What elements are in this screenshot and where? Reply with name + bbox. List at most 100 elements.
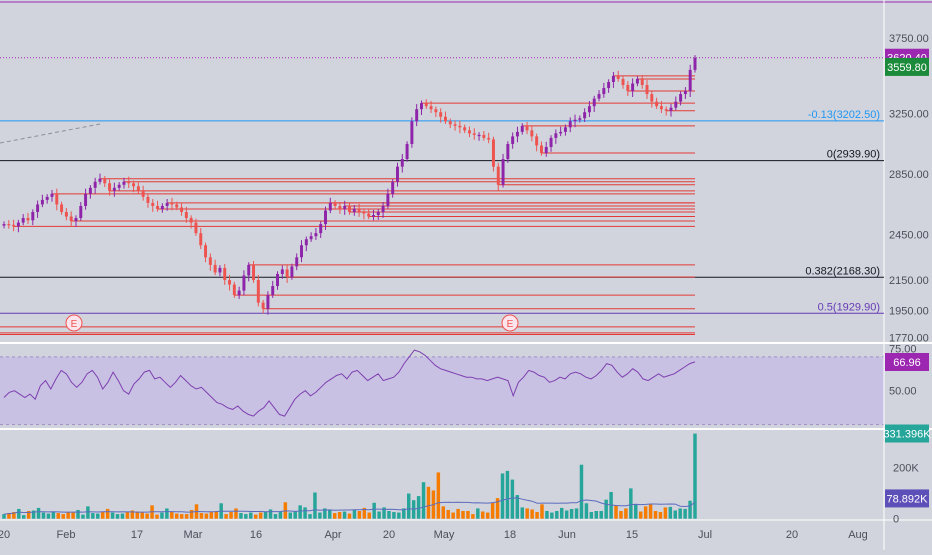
volume-bar [26,511,31,519]
candle-body [400,159,404,167]
candle-body [180,207,184,212]
candle-body [362,211,366,214]
candle-body [631,83,635,92]
candle-body [607,81,611,89]
volume-bar [165,508,169,519]
candle-body [434,109,438,113]
candle-body [448,121,452,125]
candle-body [693,57,697,70]
volume-bar [466,511,470,519]
volume-bar [560,507,564,519]
candle-body [357,208,361,212]
volume-bar [249,512,253,519]
volume-bar [668,506,673,519]
volume-bar [634,504,638,519]
volume-bar [71,512,75,519]
candle-body [333,202,337,206]
candle-body [84,193,88,206]
candle-body [525,125,529,131]
candle-body [204,245,208,258]
volume-bar [22,515,26,519]
volume-bar [624,508,628,519]
candle-body [237,290,241,296]
earnings-marker[interactable] [65,314,83,332]
volume-bar [268,509,273,519]
candle-body [611,75,615,82]
candle-body [69,216,73,222]
candle-body [98,178,102,182]
volume-bar [214,511,218,519]
volume-bar [184,514,189,519]
candle-body [472,133,476,135]
volume-bar [367,512,371,519]
volume-bar [160,512,164,519]
candle-body [146,196,150,203]
candle-body [573,119,577,122]
candle-body [381,205,385,212]
volume-bar [515,495,520,519]
volume-bar [318,512,322,519]
candle-body [520,125,524,132]
volume-bar [229,512,233,519]
volume-bar [594,511,599,519]
volume-bar [377,511,381,519]
volume-bar [86,506,90,519]
time-axis-tick-label: 15 [626,529,638,541]
time-axis-tick-label: Feb [57,529,76,541]
candle-body [156,205,160,209]
volume-bar [239,513,243,519]
candle-body [688,69,692,92]
rsi-axis-tick-label: 75.00 [889,343,917,355]
candle-body [482,134,486,138]
candle-body [645,85,649,95]
earnings-marker[interactable] [501,314,519,332]
volume-bar [555,511,559,519]
candle-body [112,187,116,191]
volume-bar [451,512,455,519]
volume-ma-badge: 78.892K [887,493,929,505]
candle-body [141,190,145,197]
candle-body [405,143,409,160]
time-axis-tick-label: 18 [504,529,516,541]
time-axis-tick-label: 20 [786,529,798,541]
volume-bar [244,514,248,519]
volume-bar [91,513,95,519]
candle-body [679,94,683,102]
price-axis-tick-label: 2850.00 [889,169,929,181]
volume-bar [426,486,431,519]
candle-body [184,211,188,219]
time-axis-tick-label: May [434,529,455,541]
time-axis-tick-label: 17 [131,529,143,541]
candle-body [228,280,232,285]
candle-body [496,166,500,185]
volume-bar [599,511,603,519]
candle-body [261,302,265,309]
volume-bar [688,500,692,519]
volume-bar [76,509,80,519]
candle-body [295,257,299,267]
candle-body [338,205,342,209]
candle-body [511,136,515,144]
volume-bar [520,507,524,519]
candle-body [122,181,126,185]
volume-bar [56,513,61,519]
candle-body [300,245,303,258]
volume-axis-tick-label: 200K [893,462,919,474]
candle-body [410,121,414,144]
candle-body [501,159,505,185]
candle-body [266,295,270,309]
volume-bar [643,506,648,519]
candle-body [544,146,548,154]
volume-bar [342,511,347,519]
volume-bar [683,508,687,519]
candle-body [424,103,428,107]
candle-body [36,204,40,212]
candle-body [194,222,198,234]
volume-bar [46,513,51,519]
candle-body [487,137,491,140]
time-axis-tick-label: Jul [698,529,712,541]
candle-body [554,133,558,138]
volume-bar [456,508,460,519]
